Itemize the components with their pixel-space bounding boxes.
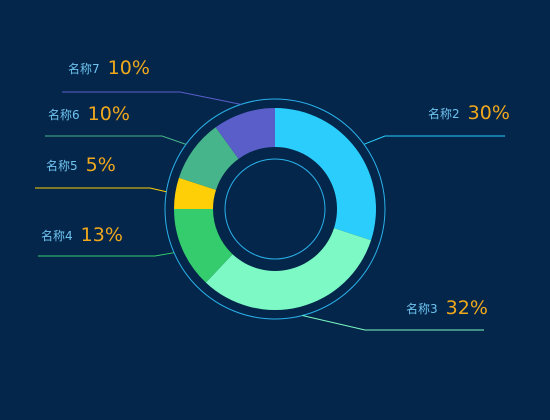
slice-label-名称7: 名称7 10% xyxy=(68,57,150,79)
leader-line-名称3 xyxy=(302,315,484,331)
slice-名称5 xyxy=(174,177,217,209)
leader-line-名称2 xyxy=(363,135,505,145)
labels-group: 名称2 30% 名称3 32% 名称4 13% 名称5 5% 名称6 10% 名称7 10% xyxy=(41,57,510,319)
slice-percent: 13% xyxy=(81,224,123,246)
slice-name: 名称7 xyxy=(68,61,100,76)
slice-label-名称4: 名称4 13% xyxy=(41,224,123,246)
leader-line-名称4 xyxy=(38,252,175,257)
slice-name: 名称6 xyxy=(48,107,80,122)
slice-name: 名称2 xyxy=(428,106,460,121)
leader-line-名称7 xyxy=(62,91,242,105)
slice-percent: 10% xyxy=(108,57,150,79)
slice-名称7 xyxy=(215,108,275,159)
outer-ring xyxy=(164,98,386,320)
leader-lines-group xyxy=(35,91,505,331)
inner-ring xyxy=(224,158,326,260)
slice-percent: 30% xyxy=(468,102,510,124)
slice-percent: 5% xyxy=(86,154,116,176)
slice-名称3 xyxy=(205,228,372,310)
slice-name: 名称5 xyxy=(46,158,78,173)
slice-名称6 xyxy=(178,127,239,190)
slice-label-名称2: 名称2 30% xyxy=(428,102,510,124)
slice-label-名称6: 名称6 10% xyxy=(48,103,130,125)
leader-line-名称5 xyxy=(35,187,167,193)
slice-label-名称3: 名称3 32% xyxy=(406,297,488,319)
slice-percent: 10% xyxy=(88,103,130,125)
slice-percent: 32% xyxy=(446,297,488,319)
slice-名称4 xyxy=(174,209,233,283)
slice-label-名称5: 名称5 5% xyxy=(46,154,116,176)
slice-名称2 xyxy=(275,108,376,241)
slice-name: 名称3 xyxy=(406,301,438,316)
slices-group xyxy=(174,108,376,310)
slice-name: 名称4 xyxy=(41,228,73,243)
leader-line-名称6 xyxy=(45,135,187,145)
